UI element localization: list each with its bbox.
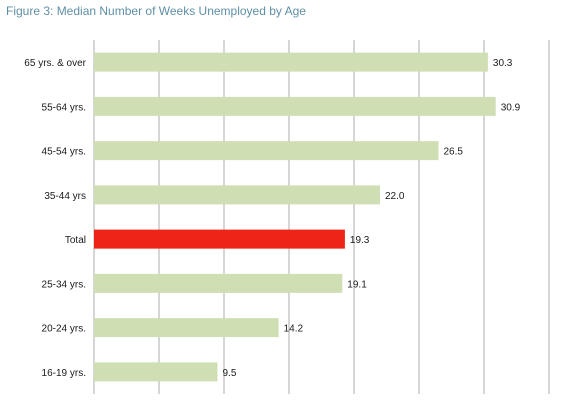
category-label: 65 yrs. & over: [24, 58, 86, 69]
bar-16-19-yrs: [94, 362, 218, 382]
category-label: 25-34 yrs.: [42, 279, 86, 290]
data-label: 19.1: [347, 279, 367, 290]
category-label: Total: [65, 235, 86, 246]
bar-55-64-yrs: [94, 96, 496, 116]
data-label: 19.3: [350, 235, 370, 246]
bar-35-44-yrs: [94, 185, 380, 205]
bar-20-24-yrs: [94, 318, 279, 338]
data-label: 30.3: [493, 58, 513, 69]
category-label: 16-19 yrs.: [42, 368, 86, 379]
data-label: 14.2: [284, 324, 304, 335]
bar-45-54-yrs: [94, 141, 439, 161]
bar-total: [94, 229, 345, 249]
chart-title: Figure 3: Median Number of Weeks Unemplo…: [6, 4, 306, 18]
data-label: 22.0: [385, 191, 405, 202]
category-label: 55-64 yrs.: [42, 102, 86, 113]
gridlines: [93, 40, 550, 394]
data-label: 30.9: [501, 102, 521, 113]
category-label: 45-54 yrs.: [42, 147, 86, 158]
data-label: 9.5: [223, 368, 237, 379]
data-label: 26.5: [444, 147, 464, 158]
bar-25-34-yrs: [94, 273, 343, 293]
category-label: 20-24 yrs.: [42, 324, 86, 335]
bars: [94, 52, 496, 382]
bar-65-yrs-over: [94, 52, 488, 72]
category-label: 35-44 yrs: [44, 191, 86, 202]
labels: 65 yrs. & over 30.3 55-64 yrs. 30.9 45-54 yr…: [24, 58, 520, 379]
